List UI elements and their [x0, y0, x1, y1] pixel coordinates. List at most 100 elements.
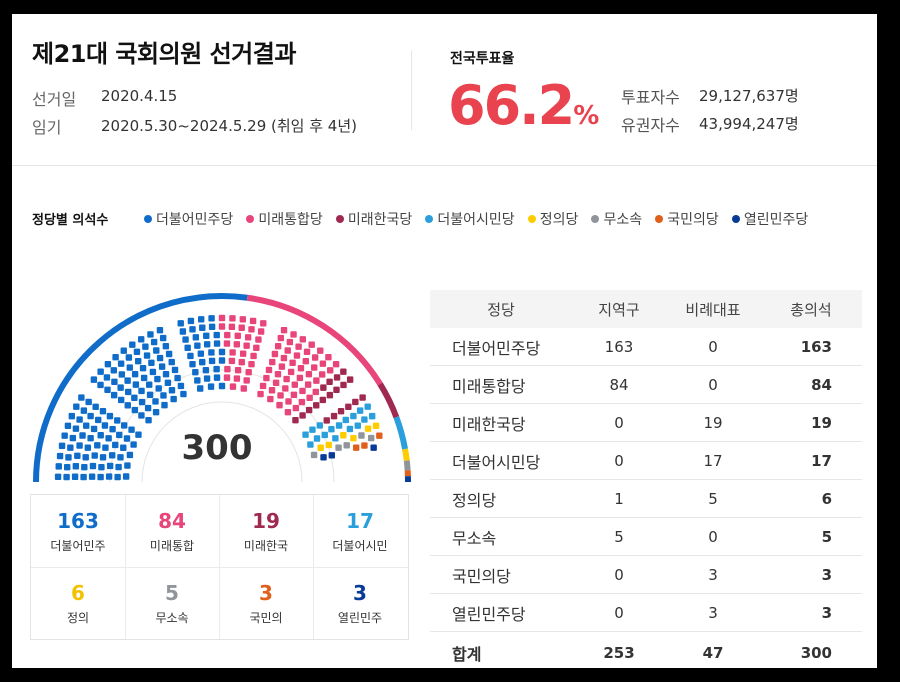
- legend-label: 미래한국당: [347, 212, 413, 228]
- cell-proportional: 17: [666, 441, 760, 480]
- header-district: 지역구: [572, 290, 666, 328]
- seat-block: [296, 374, 304, 382]
- seat-block: [372, 422, 380, 429]
- seat-block: [358, 432, 365, 439]
- hemicycle-ring-segment: [403, 460, 411, 471]
- seat-block: [259, 382, 267, 390]
- seat-block: [117, 396, 125, 404]
- seat-block: [168, 358, 175, 366]
- seat-block: [283, 375, 290, 383]
- seat-block: [153, 347, 160, 354]
- seat-block: [234, 332, 241, 340]
- party-legend: 더불어민주당 미래통합당 미래한국당 더불어시민당 정의당 무소속 국민의당 열…: [144, 209, 844, 231]
- seat-block: [174, 374, 181, 382]
- seat-block: [123, 435, 131, 442]
- seat-block: [328, 425, 335, 433]
- seat-block: [310, 451, 318, 459]
- seat-block: [142, 343, 149, 350]
- seat-block: [78, 394, 85, 401]
- seat-block: [274, 370, 282, 378]
- seat-block: [81, 463, 88, 471]
- cell-total: 3: [760, 555, 862, 594]
- seat-count: 3: [353, 581, 367, 605]
- seat-block: [76, 416, 83, 423]
- seat-block: [152, 409, 160, 416]
- seat-block: [147, 331, 154, 338]
- seat-block: [284, 347, 291, 354]
- seat-block: [326, 391, 334, 399]
- seat-block: [67, 444, 74, 451]
- seat-block: [311, 354, 319, 361]
- seat-block: [350, 412, 357, 420]
- seat-block: [290, 331, 297, 338]
- seat-party-name: 열린민주: [337, 611, 383, 625]
- seat-block: [313, 402, 320, 409]
- seat-block: [316, 422, 323, 429]
- seat-block: [126, 364, 133, 371]
- seat-block: [110, 391, 118, 399]
- seat-block: [274, 342, 282, 350]
- seat-block: [105, 473, 113, 480]
- seat-block: [299, 336, 306, 343]
- seat-count: 5: [165, 581, 179, 605]
- seat-block: [208, 315, 215, 322]
- cell-total: 17: [760, 441, 862, 480]
- hemicycle-ring-segment: [33, 293, 248, 483]
- seat-block: [98, 463, 105, 471]
- seat-block: [182, 336, 189, 343]
- seat-block: [143, 352, 151, 359]
- cell-district: 84: [572, 365, 666, 404]
- seat-block: [124, 377, 131, 384]
- seat-block: [168, 387, 176, 394]
- hemicycle-chart: [33, 293, 412, 483]
- seat-block: [257, 390, 264, 398]
- seat-summary-grid: 163 더불어민주 84 미래통합 19 미래한국 17 더불어시민 6 정의 …: [30, 494, 409, 640]
- seat-block: [55, 463, 62, 470]
- cell-district: 0: [572, 403, 666, 442]
- seat-block: [156, 354, 164, 362]
- seat-block: [267, 395, 274, 403]
- table-header-row: 정당 지역구 비례대표 총의석: [430, 290, 862, 328]
- seat-block: [223, 374, 231, 381]
- legend-dot: [731, 215, 740, 223]
- cell-total: 163: [760, 328, 862, 366]
- seat-block: [135, 431, 142, 438]
- legend-dot: [144, 215, 152, 223]
- table-row: 미래통합당 84 0 84: [430, 365, 862, 404]
- seat-block: [115, 463, 122, 471]
- seat-block: [321, 431, 328, 439]
- seat-block: [299, 387, 306, 395]
- seat-block: [197, 385, 204, 392]
- seat-block: [333, 374, 341, 381]
- seat-block: [97, 432, 104, 439]
- election-day-label: 선거일: [32, 90, 77, 109]
- seat-block: [202, 366, 210, 374]
- cell-total: 3: [760, 593, 862, 632]
- cell-total: 19: [760, 403, 862, 442]
- seat-block: [292, 416, 299, 424]
- seat-cell-independent: 5 무소속: [125, 567, 219, 639]
- seat-block: [68, 412, 76, 420]
- seat-block: [155, 385, 162, 392]
- seat-block: [340, 368, 347, 375]
- legend-label: 무소속: [603, 212, 643, 228]
- seat-block: [131, 394, 138, 402]
- seat-block: [328, 452, 335, 459]
- hemicycle-ring-segment: [377, 382, 400, 419]
- seat-block: [229, 349, 236, 356]
- seat-block: [337, 408, 345, 415]
- seat-block: [320, 454, 327, 461]
- seat-block: [97, 368, 104, 375]
- seat-block: [352, 444, 360, 451]
- seat-block: [165, 350, 173, 358]
- seat-block: [54, 473, 62, 480]
- seat-block: [97, 473, 104, 481]
- seat-block: [213, 374, 221, 381]
- term-label: 임기: [32, 118, 62, 137]
- seat-block: [367, 434, 375, 442]
- election-results-panel: 제21대 국회의원 선거결과 선거일 2020.4.15 임기 2020.5.3…: [12, 14, 877, 668]
- seat-block: [92, 403, 99, 411]
- seat-count: 6: [71, 581, 85, 605]
- seat-block: [330, 412, 338, 420]
- cell-party: 무소속: [430, 517, 572, 556]
